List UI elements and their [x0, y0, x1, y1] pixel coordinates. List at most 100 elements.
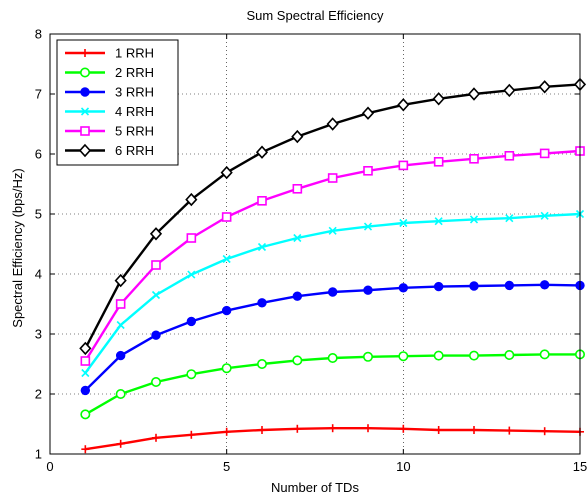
data-point — [433, 350, 444, 361]
data-point — [222, 427, 231, 436]
x-tick-label: 10 — [396, 459, 410, 474]
legend-item: 4 RRH — [65, 104, 154, 119]
data-point — [115, 388, 126, 399]
x-axis-title: Number of TDs — [271, 480, 359, 495]
data-point — [292, 184, 303, 194]
plot-frame — [49, 33, 581, 455]
series-3-rrh — [80, 280, 585, 396]
data-point — [114, 273, 127, 288]
data-point — [81, 445, 90, 454]
data-point — [258, 426, 266, 434]
data-point — [327, 352, 338, 363]
data-point — [81, 368, 90, 378]
data-point — [328, 424, 337, 433]
data-point — [291, 129, 304, 144]
data-point — [257, 242, 267, 252]
x-tick-label: 15 — [573, 459, 587, 474]
data-point — [467, 87, 481, 101]
data-point — [293, 233, 302, 243]
legend-box — [56, 39, 179, 166]
data-point — [328, 226, 337, 235]
data-point — [539, 280, 550, 290]
data-point — [79, 341, 92, 356]
data-point — [115, 350, 126, 361]
data-point — [151, 260, 161, 270]
data-point — [80, 409, 91, 420]
legend-label: 2 RRH — [115, 65, 154, 80]
y-tick-label: 1 — [35, 447, 42, 462]
data-point — [364, 424, 372, 433]
data-point — [187, 270, 196, 279]
chart-title: Sum Spectral Efficiency — [246, 8, 384, 23]
data-point — [151, 376, 162, 387]
data-point — [221, 212, 232, 222]
data-point — [326, 117, 339, 131]
data-point — [468, 350, 479, 361]
legend-label: 1 RRH — [115, 46, 154, 61]
y-tick-label: 2 — [35, 387, 42, 402]
legend-item: 6 RRH — [65, 143, 154, 158]
y-axis-title: Spectral Efficiency (bps/Hz) — [10, 168, 25, 327]
data-point — [327, 173, 338, 183]
data-point — [152, 433, 160, 442]
y-tick-label: 7 — [35, 87, 42, 102]
data-point — [186, 316, 197, 327]
data-point — [256, 358, 267, 369]
data-point — [116, 439, 125, 448]
data-point — [398, 351, 409, 362]
legend-marker — [80, 126, 90, 136]
legend-label: 6 RRH — [115, 143, 154, 158]
data-point — [116, 320, 125, 330]
legend-marker — [80, 67, 91, 78]
data-point — [398, 160, 409, 171]
data-point — [504, 349, 515, 360]
data-point — [80, 385, 91, 396]
data-point — [292, 291, 303, 301]
series-4-rrh — [81, 209, 585, 378]
data-point — [399, 218, 408, 228]
legend-item: 2 RRH — [65, 65, 154, 80]
data-point — [185, 192, 198, 207]
data-point — [505, 426, 514, 435]
x-tick-label: 0 — [46, 459, 53, 474]
data-point — [361, 106, 375, 120]
legend-item: 3 RRH — [65, 85, 154, 100]
data-point — [221, 363, 232, 374]
legend-marker — [78, 143, 92, 158]
data-point — [363, 285, 373, 295]
data-point — [504, 151, 515, 161]
data-point — [504, 280, 515, 291]
legend-marker — [80, 87, 90, 97]
data-point — [327, 287, 338, 297]
data-point — [397, 98, 410, 112]
legend-marker — [80, 107, 90, 116]
data-point — [151, 330, 161, 340]
series-6-rrh — [79, 77, 587, 356]
data-point — [539, 148, 550, 159]
x-tick-label: 5 — [223, 459, 230, 474]
data-point — [433, 281, 444, 292]
data-point — [433, 157, 444, 167]
legend-label: 3 RRH — [115, 85, 154, 100]
data-point — [398, 283, 409, 293]
data-point — [539, 349, 550, 360]
data-point — [186, 233, 197, 243]
data-point — [363, 166, 373, 176]
data-point — [293, 424, 302, 433]
data-point — [255, 145, 269, 159]
data-point — [292, 355, 303, 366]
data-point — [221, 305, 232, 316]
data-point — [469, 154, 479, 164]
data-point — [434, 426, 443, 434]
series-2-rrh — [80, 349, 585, 420]
data-point — [222, 254, 231, 264]
y-tick-label: 8 — [35, 27, 42, 42]
data-point — [186, 369, 197, 380]
data-point — [469, 215, 479, 224]
data-point — [187, 430, 196, 439]
data-point — [432, 92, 445, 106]
data-point — [540, 427, 549, 436]
legend-item: 1 RRH — [65, 46, 154, 61]
data-point — [149, 227, 163, 241]
